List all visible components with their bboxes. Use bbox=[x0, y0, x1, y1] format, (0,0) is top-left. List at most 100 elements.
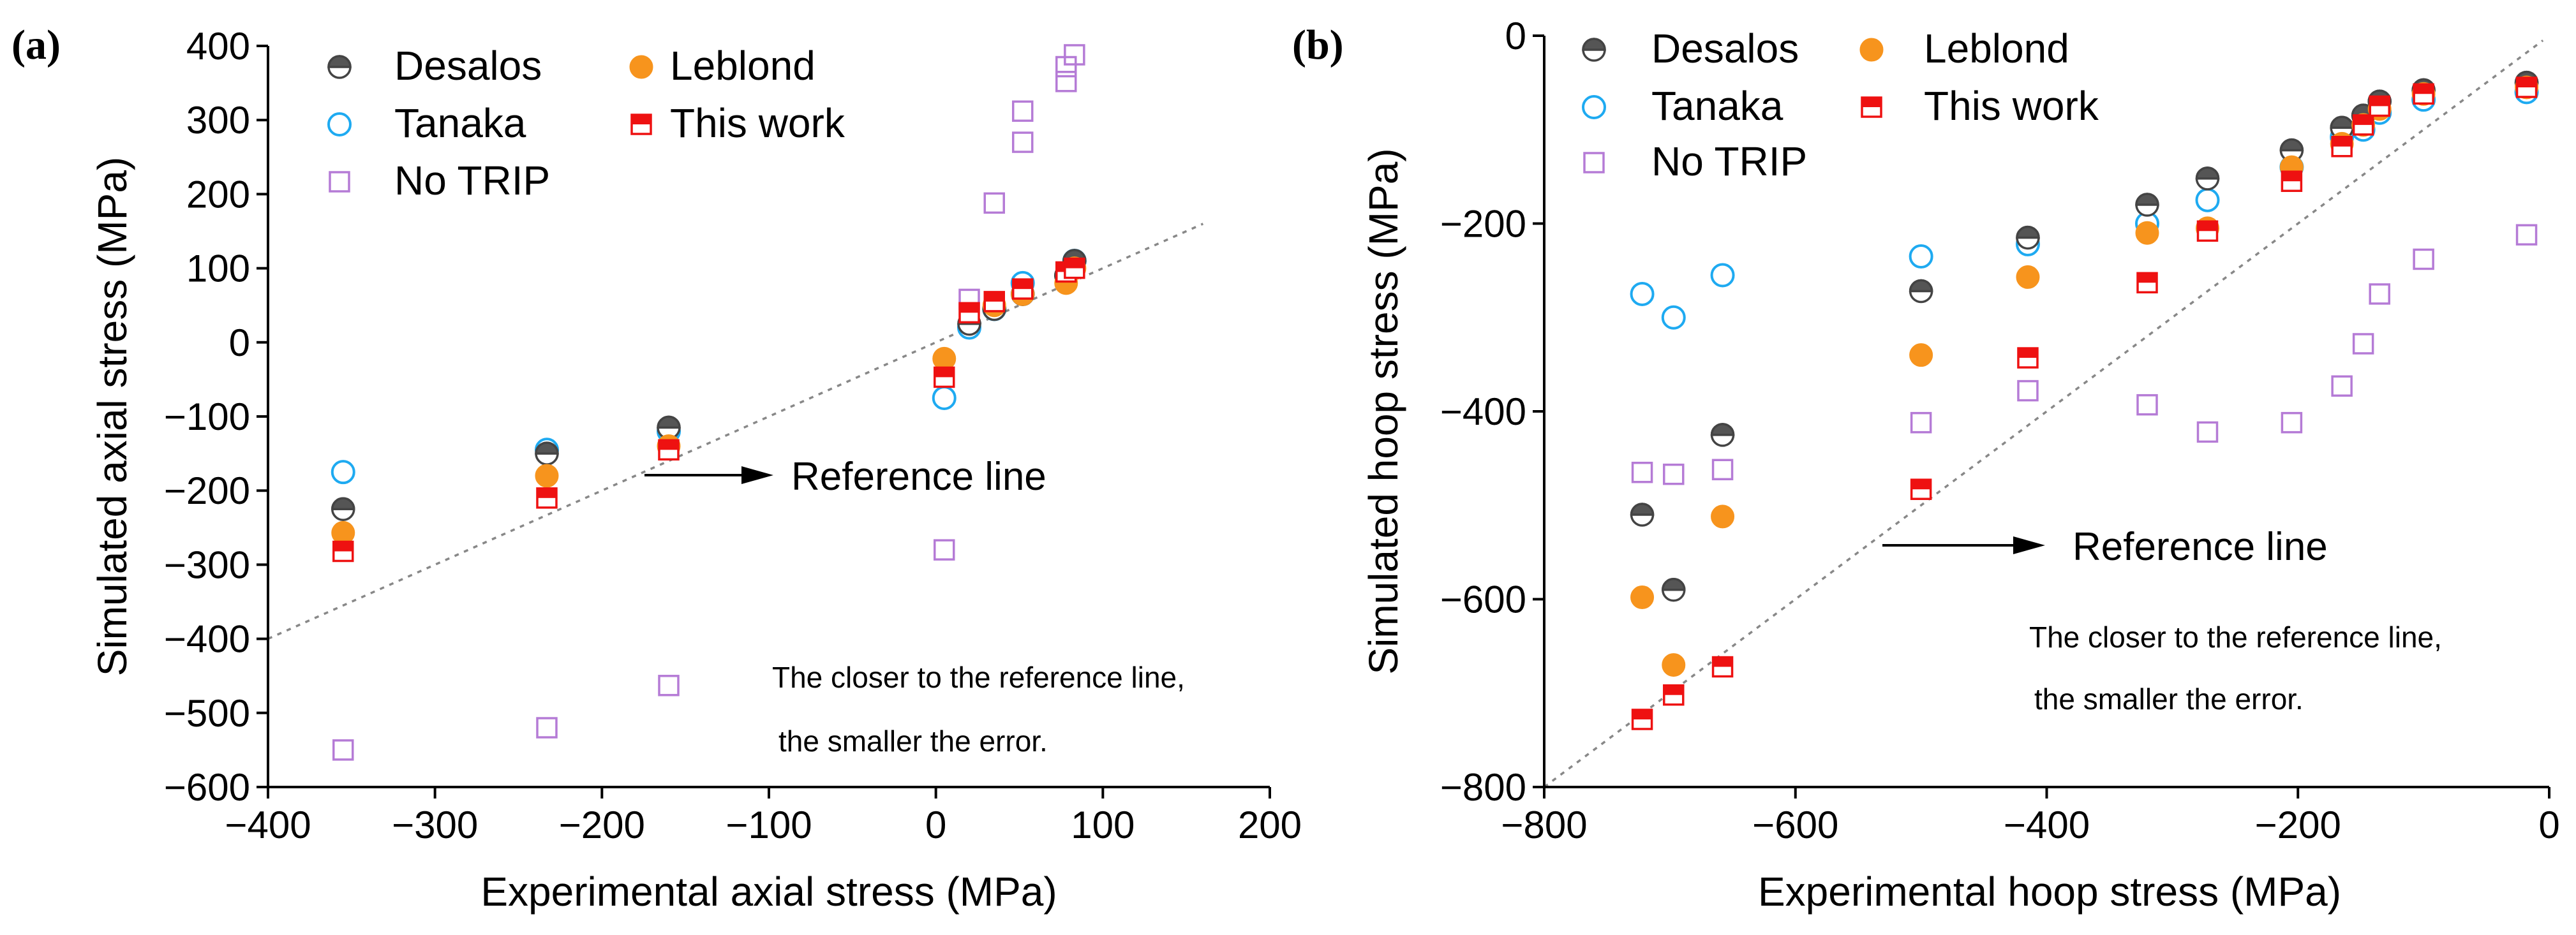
data-point-leblond-fill bbox=[1711, 504, 1735, 529]
data-point-this-work bbox=[1631, 709, 1653, 730]
x-tick-label: −800 bbox=[1501, 804, 1587, 846]
legend-marker-leblond-fill bbox=[1859, 38, 1884, 62]
data-point-no-trip bbox=[536, 717, 558, 739]
data-point-no-trip-outline bbox=[1011, 131, 1034, 153]
x-tick-label: 0 bbox=[2538, 804, 2559, 846]
data-point-tanaka-outline bbox=[1630, 281, 1655, 306]
y-tick-label: −600 bbox=[1440, 578, 1526, 621]
data-point-no-trip bbox=[1055, 55, 1077, 78]
data-point-tanaka-outline bbox=[2195, 188, 2220, 212]
data-point-no-trip bbox=[2281, 411, 2303, 434]
data-point-leblond bbox=[2016, 265, 2040, 289]
x-tick-label: −600 bbox=[1752, 804, 1838, 846]
data-point-this-work bbox=[934, 366, 955, 388]
legend-marker-leblond-fill bbox=[629, 55, 653, 79]
error-note-line1: The closer to the reference line, bbox=[2029, 621, 2442, 654]
data-point-desalos bbox=[331, 497, 355, 521]
data-point-this-work-fill bbox=[2198, 221, 2217, 232]
legend-marker-no-trip-outline bbox=[329, 171, 350, 193]
legend-marker-tanaka bbox=[327, 112, 352, 136]
legend-label-no-trip: No TRIP bbox=[1651, 138, 1807, 184]
data-point-this-work-fill bbox=[2018, 348, 2037, 358]
data-point-desalos-fill bbox=[1909, 279, 1933, 293]
legend-marker-no-trip bbox=[1583, 152, 1605, 173]
legend-marker-tanaka bbox=[1582, 95, 1606, 119]
y-tick-label: −400 bbox=[164, 618, 250, 661]
legend-label-desalos: Desalos bbox=[1651, 26, 1799, 71]
data-point-no-trip-outline bbox=[2369, 283, 2390, 305]
legend-label-this-work: This work bbox=[1924, 83, 2099, 129]
data-point-tanaka-outline bbox=[1661, 305, 1686, 330]
data-point-no-trip-outline bbox=[1055, 55, 1077, 78]
data-point-desalos-fill bbox=[2195, 166, 2220, 180]
data-point-this-work-fill bbox=[1013, 279, 1032, 290]
data-point-desalos bbox=[535, 441, 559, 466]
data-point-no-trip-outline bbox=[934, 539, 955, 561]
data-point-no-trip bbox=[1711, 459, 1734, 481]
y-tick-label: 100 bbox=[186, 247, 250, 290]
legend-marker-tanaka-outline bbox=[327, 112, 352, 136]
y-tick-label: −400 bbox=[1440, 390, 1526, 433]
data-point-desalos-fill bbox=[1630, 503, 1655, 516]
data-point-desalos bbox=[2135, 193, 2159, 217]
legend-label-desalos: Desalos bbox=[394, 43, 542, 89]
data-point-this-work bbox=[1064, 257, 1085, 279]
data-point-no-trip bbox=[2413, 248, 2434, 270]
data-point-this-work bbox=[332, 540, 354, 563]
legend-marker-desalos-fill bbox=[327, 55, 352, 68]
data-point-this-work-fill bbox=[2282, 172, 2302, 182]
data-point-no-trip-outline bbox=[658, 675, 680, 696]
error-note-line1: The closer to the reference line, bbox=[772, 661, 1185, 694]
data-point-desalos-fill bbox=[657, 415, 681, 429]
data-point-leblond-fill bbox=[932, 346, 957, 371]
data-point-desalos bbox=[1630, 503, 1655, 527]
x-tick-label: −200 bbox=[559, 804, 645, 846]
y-axis-label: Simulated axial stress (MPa) bbox=[89, 157, 135, 676]
data-point-no-trip bbox=[2017, 379, 2039, 402]
data-point-no-trip bbox=[1011, 100, 1034, 122]
legend-marker-no-trip bbox=[329, 171, 350, 193]
data-point-leblond bbox=[1630, 585, 1655, 610]
data-point-no-trip-outline bbox=[332, 739, 354, 761]
data-point-leblond-fill bbox=[1909, 343, 1933, 367]
data-point-no-trip bbox=[2196, 421, 2219, 443]
data-point-no-trip-outline bbox=[1910, 411, 1932, 434]
y-tick-label: −200 bbox=[1440, 203, 1526, 246]
legend-label-leblond: Leblond bbox=[670, 43, 815, 89]
legend-label-tanaka: Tanaka bbox=[394, 100, 526, 146]
y-tick-label: 400 bbox=[186, 25, 250, 68]
data-point-this-work-fill bbox=[2370, 96, 2390, 107]
data-point-no-trip-outline bbox=[2331, 375, 2353, 397]
y-tick-label: −600 bbox=[164, 766, 250, 809]
data-point-no-trip bbox=[2136, 394, 2158, 416]
data-point-no-trip bbox=[2369, 283, 2390, 305]
data-point-no-trip bbox=[2331, 375, 2353, 397]
x-tick-label: −400 bbox=[2004, 804, 2090, 846]
y-tick-label: 0 bbox=[1505, 15, 1526, 57]
data-point-desalos bbox=[2195, 166, 2220, 191]
data-point-leblond bbox=[1909, 343, 1933, 367]
data-point-this-work-fill bbox=[2353, 115, 2373, 125]
reference-line-label: Reference line bbox=[791, 455, 1046, 499]
error-note-line2: the smaller the error. bbox=[2034, 682, 2304, 716]
data-point-this-work bbox=[1011, 278, 1034, 300]
y-tick-label: −800 bbox=[1440, 766, 1526, 809]
data-point-this-work-fill bbox=[659, 440, 678, 450]
data-point-desalos bbox=[1662, 578, 1686, 602]
data-point-no-trip-outline bbox=[1064, 44, 1085, 66]
panel-a-axial-stress-chart: (a) −400 −300 −200 −100 0 100 200 −600 −500 −400 −3… bbox=[11, 22, 1302, 915]
data-point-this-work-fill bbox=[2517, 77, 2536, 87]
y-tick-label: −300 bbox=[164, 543, 250, 586]
data-point-tanaka bbox=[1630, 281, 1655, 306]
reference-line-label: Reference line bbox=[2073, 525, 2328, 569]
data-point-no-trip bbox=[1011, 131, 1034, 153]
data-point-no-trip-outline bbox=[2017, 379, 2039, 402]
data-point-desalos bbox=[1710, 423, 1735, 447]
reference-line bbox=[267, 223, 1204, 640]
data-point-this-work bbox=[958, 302, 980, 324]
data-point-this-work-fill bbox=[1713, 657, 1732, 667]
data-point-leblond bbox=[1711, 504, 1735, 529]
data-point-this-work bbox=[1663, 684, 1685, 706]
data-point-no-trip-outline bbox=[2281, 411, 2303, 434]
data-point-tanaka bbox=[932, 385, 957, 410]
